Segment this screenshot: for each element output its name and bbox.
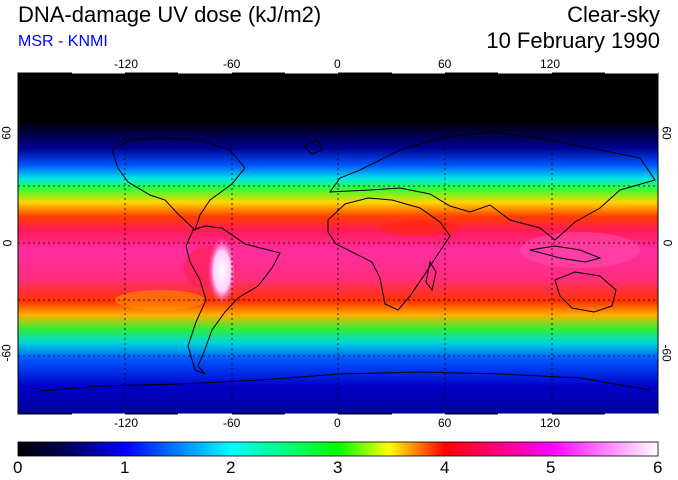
graticule	[18, 73, 658, 414]
bottom-lon-tick: 120	[540, 416, 561, 430]
colorbar-tick: 5	[546, 458, 556, 477]
source-label: MSR - KNMI	[18, 33, 108, 50]
bottom-lon-tick: 60	[438, 416, 452, 430]
colorbar-tick: 4	[440, 458, 450, 477]
colorbar-tick: 6	[653, 458, 663, 477]
madagascar-coast	[425, 260, 437, 292]
top-lon-tick: 120	[540, 57, 561, 71]
bottom-lon-tick: -120	[114, 416, 139, 430]
bottom-lon-tick: -60	[223, 416, 241, 430]
south-america-coast	[185, 225, 281, 375]
antarctica-coast	[29, 371, 651, 393]
map-title: DNA-damage UV dose (kJ/m2)	[18, 2, 322, 27]
date-label: 10 February 1990	[486, 28, 660, 53]
top-lon-tick: 60	[438, 57, 452, 71]
africa-coast	[327, 197, 451, 311]
andes-peak	[208, 237, 236, 305]
colorbar	[17, 441, 659, 457]
frame-scale	[72, 70, 658, 417]
condition-label: Clear-sky	[567, 2, 660, 27]
colorbar-tick: 2	[226, 458, 236, 477]
top-lon-tick: 0	[334, 57, 341, 71]
colorbar-tick: 3	[333, 458, 343, 477]
top-lon-tick: -120	[114, 57, 139, 71]
north-america-coast	[111, 137, 246, 231]
africa-band	[380, 220, 460, 236]
bottom-lon-tick: 0	[334, 416, 341, 430]
top-lon-tick: -60	[223, 57, 241, 71]
colorbar-tick: 0	[13, 458, 23, 477]
indonesia-coast	[529, 245, 602, 263]
greenland-coast	[303, 139, 323, 155]
colorbar-tick: 1	[120, 458, 130, 477]
eurasia-coast	[328, 131, 656, 241]
